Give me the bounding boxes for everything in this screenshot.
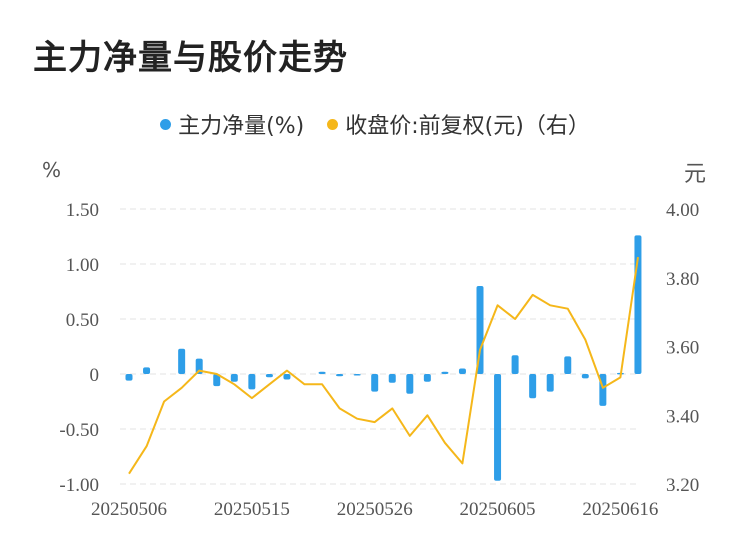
- y-left-tick-label: -0.50: [59, 420, 99, 441]
- bar: [564, 356, 572, 374]
- bar: [265, 374, 273, 378]
- legend-dot-icon-blue: [160, 118, 172, 130]
- y-left-tick-label: -1.00: [59, 475, 99, 496]
- legend-label-close-price: 收盘价:前复权(元)（右）: [345, 114, 590, 139]
- bar: [388, 374, 396, 383]
- bar: [546, 374, 554, 392]
- y-left-tick-label: 0: [90, 365, 100, 386]
- bar: [248, 374, 256, 390]
- bar: [213, 374, 221, 387]
- y-right-tick-label: 3.80: [666, 269, 699, 290]
- bar: [178, 348, 186, 374]
- bar: [441, 371, 449, 374]
- legend-item-close-price[interactable]: 收盘价:前复权(元)（右）: [327, 108, 590, 140]
- right-axis-unit: 元: [684, 162, 707, 187]
- y-right-tick-label: 3.60: [666, 338, 699, 359]
- bar: [494, 374, 502, 481]
- legend-item-net-flow[interactable]: 主力净量(%): [160, 108, 304, 140]
- bar: [458, 368, 466, 374]
- bar: [634, 235, 642, 374]
- bar: [353, 374, 361, 376]
- price-line: [128, 256, 639, 475]
- y-right-tick-label: 4.00: [666, 200, 699, 221]
- chart-title: 主力净量与股价走势: [33, 38, 348, 78]
- bar: [318, 371, 326, 374]
- bar: [336, 374, 344, 377]
- bar: [423, 374, 431, 382]
- legend-dot-icon-yellow: [327, 118, 339, 130]
- y-left-tick-label: 1.50: [66, 200, 99, 221]
- y-left-tick-label: 0.50: [66, 310, 99, 331]
- bar: [476, 286, 484, 374]
- bar: [406, 374, 414, 394]
- y-right-tick-label: 3.20: [666, 475, 699, 496]
- bar: [230, 374, 238, 382]
- bar: [371, 374, 379, 392]
- bar: [511, 355, 519, 374]
- y-left-tick-label: 1.00: [66, 255, 99, 276]
- x-tick-label: 20250616: [582, 499, 658, 520]
- bar: [581, 374, 589, 379]
- x-tick-label: 20250605: [460, 499, 536, 520]
- bar: [125, 374, 133, 381]
- bar: [529, 374, 537, 399]
- x-tick-label: 20250515: [214, 499, 290, 520]
- bar: [283, 374, 291, 380]
- legend-label-net-flow: 主力净量(%): [178, 114, 305, 139]
- bar: [143, 367, 151, 374]
- legend: 主力净量(%) 收盘价:前复权(元)（右）: [0, 108, 750, 140]
- x-tick-label: 20250506: [91, 499, 167, 520]
- y-right-tick-label: 3.40: [666, 406, 699, 427]
- left-axis-unit: %: [42, 158, 62, 182]
- x-tick-label: 20250526: [337, 499, 413, 520]
